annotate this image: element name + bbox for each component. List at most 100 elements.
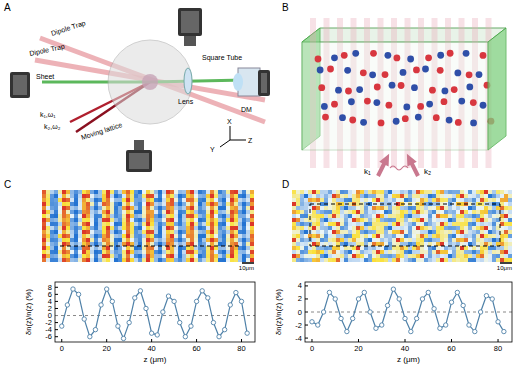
image-pixel — [242, 254, 246, 258]
image-pixel — [134, 246, 138, 250]
image-pixel — [46, 246, 50, 250]
image-pixel — [206, 206, 210, 210]
setup-label: Square Tube — [202, 54, 242, 62]
image-pixel — [138, 202, 142, 206]
image-pixel — [94, 250, 98, 254]
image-pixel — [210, 258, 214, 262]
image-pixel — [472, 238, 476, 242]
image-pixel — [86, 250, 90, 254]
box-front — [302, 42, 488, 150]
image-pixel — [324, 222, 328, 226]
image-pixel — [142, 254, 146, 258]
image-pixel — [476, 254, 480, 258]
image-pixel — [348, 250, 352, 254]
image-pixel — [226, 246, 230, 250]
image-pixel — [242, 258, 246, 262]
image-pixel — [388, 194, 392, 198]
image-pixel — [452, 230, 456, 234]
image-pixel — [412, 230, 416, 234]
image-pixel — [178, 226, 182, 230]
image-pixel — [234, 246, 238, 250]
image-pixel — [404, 258, 408, 262]
image-pixel — [50, 210, 54, 214]
image-pixel — [138, 258, 142, 262]
axis-name: X — [227, 118, 232, 125]
image-pixel — [114, 214, 118, 218]
image-pixel — [392, 190, 396, 194]
image-pixel — [210, 226, 214, 230]
image-pixel — [336, 210, 340, 214]
image-pixel — [352, 246, 356, 250]
image-pixel — [460, 218, 464, 222]
image-pixel — [158, 234, 162, 238]
image-pixel — [436, 214, 440, 218]
image-pixel — [206, 222, 210, 226]
image-pixel — [58, 234, 62, 238]
image-pixel — [94, 258, 98, 262]
image-pixel — [214, 234, 218, 238]
image-pixel — [182, 214, 186, 218]
image-pixel — [340, 226, 344, 230]
image-pixel — [222, 242, 226, 246]
image-pixel — [400, 218, 404, 222]
image-pixel — [186, 230, 190, 234]
image-pixel — [130, 254, 134, 258]
image-pixel — [238, 198, 242, 202]
image-pixel — [242, 250, 246, 254]
image-pixel — [384, 234, 388, 238]
image-pixel — [202, 226, 206, 230]
image-pixel — [214, 218, 218, 222]
image-pixel — [296, 250, 300, 254]
image-pixel — [456, 234, 460, 238]
image-pixel — [118, 222, 122, 226]
image-pixel — [198, 238, 202, 242]
image-pixel — [246, 250, 250, 254]
image-pixel — [332, 226, 336, 230]
image-pixel — [174, 226, 178, 230]
image-pixel — [90, 238, 94, 242]
image-pixel — [126, 234, 130, 238]
image-pixel — [118, 190, 122, 194]
image-pixel — [118, 234, 122, 238]
image-pixel — [388, 238, 392, 242]
image-pixel — [162, 214, 166, 218]
image-pixel — [114, 226, 118, 230]
image-pixel — [206, 218, 210, 222]
image-pixel — [440, 194, 444, 198]
image-pixel — [158, 214, 162, 218]
image-pixel — [468, 230, 472, 234]
image-pixel — [90, 254, 94, 258]
image-pixel — [408, 226, 412, 230]
image-pixel — [376, 254, 380, 258]
image-pixel — [360, 226, 364, 230]
image-pixel — [340, 206, 344, 210]
image-pixel — [368, 194, 372, 198]
image-pixel — [420, 242, 424, 246]
image-pixel — [42, 250, 46, 254]
image-pixel — [134, 226, 138, 230]
image-pixel — [400, 206, 404, 210]
image-pixel — [460, 250, 464, 254]
atom — [451, 86, 458, 93]
image-pixel — [404, 190, 408, 194]
image-pixel — [198, 226, 202, 230]
image-pixel — [170, 218, 174, 222]
image-pixel — [206, 238, 210, 242]
image-pixel — [78, 238, 82, 242]
image-pixel — [146, 234, 150, 238]
setup-label: Dipole Trap — [50, 19, 87, 38]
image-pixel — [50, 238, 54, 242]
image-pixel — [202, 230, 206, 234]
image-pixel — [352, 242, 356, 246]
image-pixel — [94, 198, 98, 202]
image-pixel — [408, 218, 412, 222]
image-pixel — [122, 190, 126, 194]
image-pixel — [158, 250, 162, 254]
image-pixel — [202, 250, 206, 254]
image-pixel — [292, 210, 296, 214]
image-pixel — [146, 222, 150, 226]
image-pixel — [476, 234, 480, 238]
image-pixel — [214, 246, 218, 250]
image-pixel — [170, 258, 174, 262]
image-pixel — [472, 258, 476, 262]
